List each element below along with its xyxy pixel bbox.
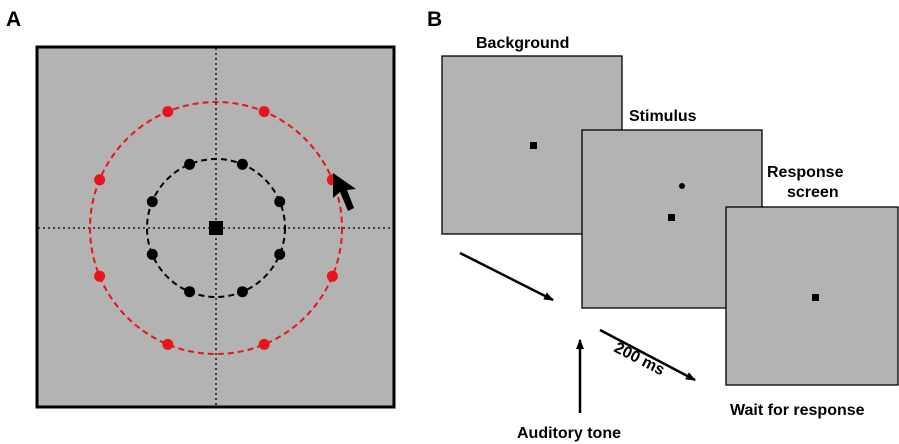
response-fixation-square: [812, 294, 819, 301]
inner-ring-dot: [146, 196, 158, 208]
outer-ring-dot: [162, 106, 174, 118]
outer-ring-dot: [94, 270, 106, 282]
inner-ring-dot: [184, 286, 196, 298]
response-screen-title-line1: Response: [767, 164, 844, 181]
background-screen-title: Background: [476, 35, 569, 52]
panel-b: Background Stimulus Response screen 200 …: [441, 35, 899, 442]
delay-label: 200 ms: [611, 339, 667, 379]
stimulus-dot: [679, 183, 685, 189]
inner-ring-dot: [236, 286, 248, 298]
inner-ring-dot: [236, 158, 248, 170]
response-screen-title-line2: screen: [787, 184, 839, 201]
panel-b-label: B: [427, 8, 442, 31]
fixation-square: [209, 221, 223, 235]
stimulus-fixation-square: [668, 214, 675, 221]
inner-dashed-ring: [146, 158, 286, 298]
timeline-arrow-1: [459, 251, 554, 302]
inner-ring-dot: [274, 248, 286, 260]
outer-ring-dot: [94, 174, 106, 186]
background-fixation-square: [530, 142, 537, 149]
outer-ring-dot: [258, 106, 270, 118]
stimulus-screen-title: Stimulus: [629, 108, 697, 125]
arrow-cursor-icon: [333, 173, 356, 211]
inner-ring-dot: [146, 248, 158, 260]
outer-ring-dot: [258, 338, 270, 350]
auditory-tone-label: Auditory tone: [517, 425, 621, 442]
wait-for-response-label: Wait for response: [730, 402, 865, 419]
inner-ring-dot: [274, 196, 286, 208]
outer-dashed-ring: [89, 101, 343, 355]
ring-dots: [94, 106, 338, 350]
panel-a-label: A: [6, 8, 21, 31]
response-screen: [725, 206, 899, 386]
timeline-arrow-2: [599, 328, 696, 382]
panel-a: [35, 45, 396, 409]
outer-ring-dot: [162, 338, 174, 350]
outer-ring-dot: [326, 270, 338, 282]
inner-ring-dot: [184, 158, 196, 170]
